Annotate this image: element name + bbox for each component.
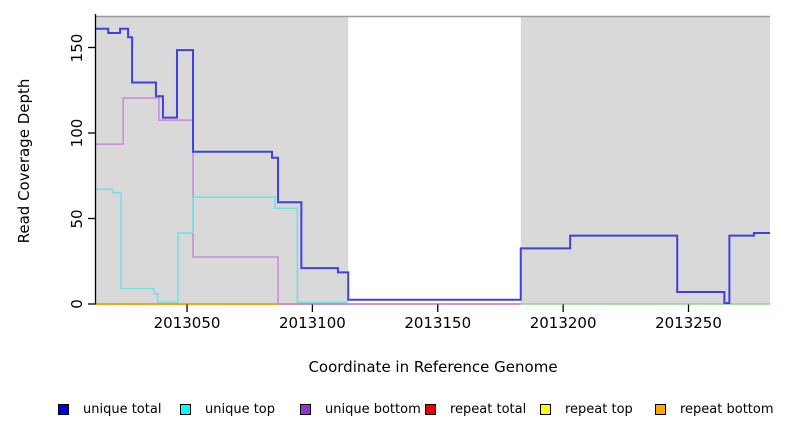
legend-swatch-icon [655,403,666,415]
legend-label: unique total [83,401,162,417]
y-axis-title: Read Coverage Depth [15,78,33,244]
x-axis-title: Coordinate in Reference Genome [308,358,558,376]
series-line-unique-total [96,27,770,305]
legend-label: repeat bottom [680,401,774,417]
covered-region-rect [520,16,770,304]
legend-item-unique-top: unique top [180,400,275,418]
legend-swatch-icon [425,403,436,415]
chart-legend: unique total unique top unique bottom repea… [0,400,792,422]
x-tick-label: 2013150 [404,314,472,332]
y-tick-label: 100 [68,118,86,148]
legend-item-repeat-total: repeat total [425,400,526,418]
y-tick-label: 0 [68,299,86,309]
legend-label: unique bottom [325,401,421,417]
legend-label: unique top [205,401,276,417]
legend-swatch-icon [58,403,69,415]
legend-item-unique-total: unique total [58,400,161,418]
series-line-unique-bottom [96,97,521,305]
x-tick-label: 2013050 [153,314,221,332]
covered-region-rect [96,16,349,304]
legend-item-repeat-bottom: repeat bottom [655,400,774,418]
y-tick-label: 150 [68,33,86,62]
legend-swatch-icon [180,403,191,415]
legend-swatch-icon [300,403,311,415]
legend-label: repeat top [565,401,633,417]
x-tick-label: 2013200 [529,314,597,332]
y-tick-label: 50 [68,208,86,229]
legend-swatch-icon [540,403,551,415]
legend-item-repeat-top: repeat top [540,400,633,418]
legend-item-unique-bottom: unique bottom [300,400,421,418]
x-tick-label: 2013250 [655,314,722,332]
series-line-unique-top [96,188,349,304]
x-tick-label: 2013100 [278,314,346,332]
legend-label: repeat total [450,401,527,417]
